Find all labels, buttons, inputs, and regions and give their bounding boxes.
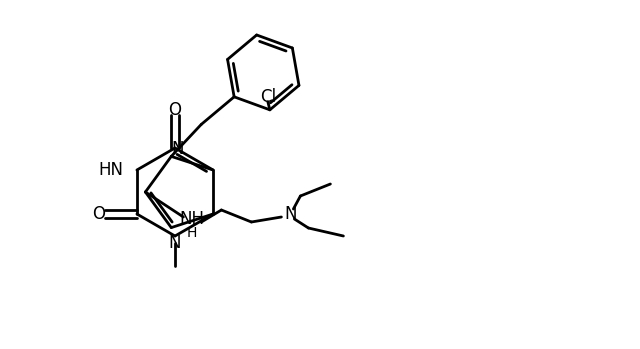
Text: O: O <box>92 205 106 223</box>
Text: N: N <box>171 140 184 158</box>
Text: NH: NH <box>179 210 204 228</box>
Text: N: N <box>169 234 181 252</box>
Text: HN: HN <box>98 161 123 179</box>
Text: O: O <box>168 101 182 119</box>
Text: N: N <box>284 205 297 223</box>
Text: H: H <box>186 226 196 240</box>
Text: Cl: Cl <box>260 88 276 106</box>
